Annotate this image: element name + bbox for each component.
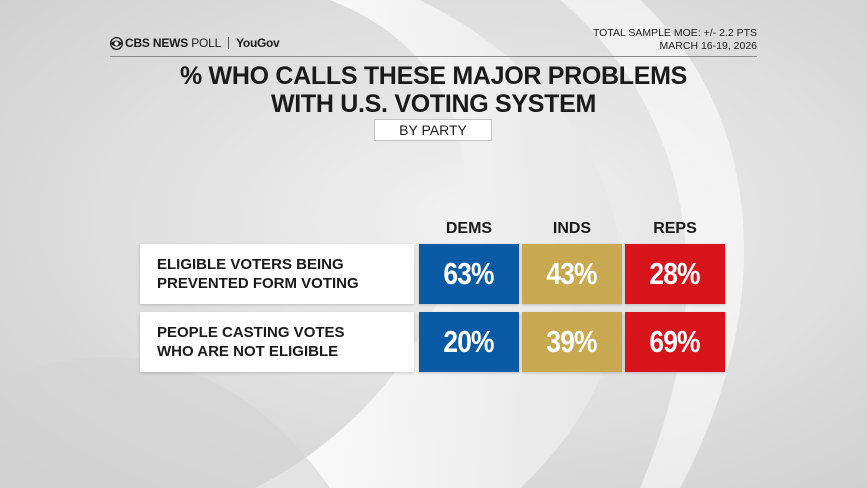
value-label: 43% [546, 256, 598, 291]
value-label: 28% [649, 256, 701, 291]
brand-divider [228, 37, 230, 49]
poll-dates: MARCH 16-19, 2026 [659, 40, 757, 52]
brand-network: CBS NEWS [125, 36, 189, 50]
value-label: 63% [443, 256, 495, 291]
column-header-reps: REPS [653, 220, 697, 237]
brand-text: CBS NEWS POLL [125, 36, 221, 50]
chart-subtitle: BY PARTY [374, 119, 492, 141]
header-rule [110, 56, 757, 57]
row-label: PEOPLE CASTING VOTES WHO ARE NOT ELIGIBL… [140, 312, 414, 372]
margin-of-error: TOTAL SAMPLE MOE: +/- 2.2 PTS [592, 27, 757, 39]
value-cell-reps: 69% [625, 312, 725, 372]
value-cell-inds: 43% [522, 244, 622, 304]
brand-poll: POLL [188, 36, 222, 50]
value-cell-dems: 20% [419, 312, 519, 372]
cbs-eye-icon [110, 36, 123, 50]
chart-title: % WHO CALLS THESE MAJOR PROBLEMS WITH U.… [0, 62, 867, 118]
chart-title-line-1: % WHO CALLS THESE MAJOR PROBLEMS [179, 62, 688, 90]
value-label: 69% [649, 324, 701, 359]
value-label: 39% [546, 324, 598, 359]
column-header-dems: DEMS [445, 220, 493, 237]
value-cell-reps: 28% [625, 244, 725, 304]
brand-partner: YouGov [236, 36, 280, 50]
poll-meta: TOTAL SAMPLE MOE: +/- 2.2 PTS MARCH 16-1… [593, 27, 757, 53]
chart-title-line-2: WITH U.S. VOTING SYSTEM [270, 90, 597, 118]
brand-bar: CBS NEWS POLL YouGov [110, 35, 280, 51]
value-cell-inds: 39% [522, 312, 622, 372]
column-header-inds: INDS [552, 220, 592, 237]
row-label-text: PEOPLE CASTING VOTES WHO ARE NOT ELIGIBL… [157, 324, 345, 360]
row-label-text: ELIGIBLE VOTERS BEING PREVENTED FORM VOT… [157, 256, 359, 292]
value-cell-dems: 63% [419, 244, 519, 304]
value-label: 20% [443, 324, 495, 359]
row-label: ELIGIBLE VOTERS BEING PREVENTED FORM VOT… [140, 244, 414, 304]
